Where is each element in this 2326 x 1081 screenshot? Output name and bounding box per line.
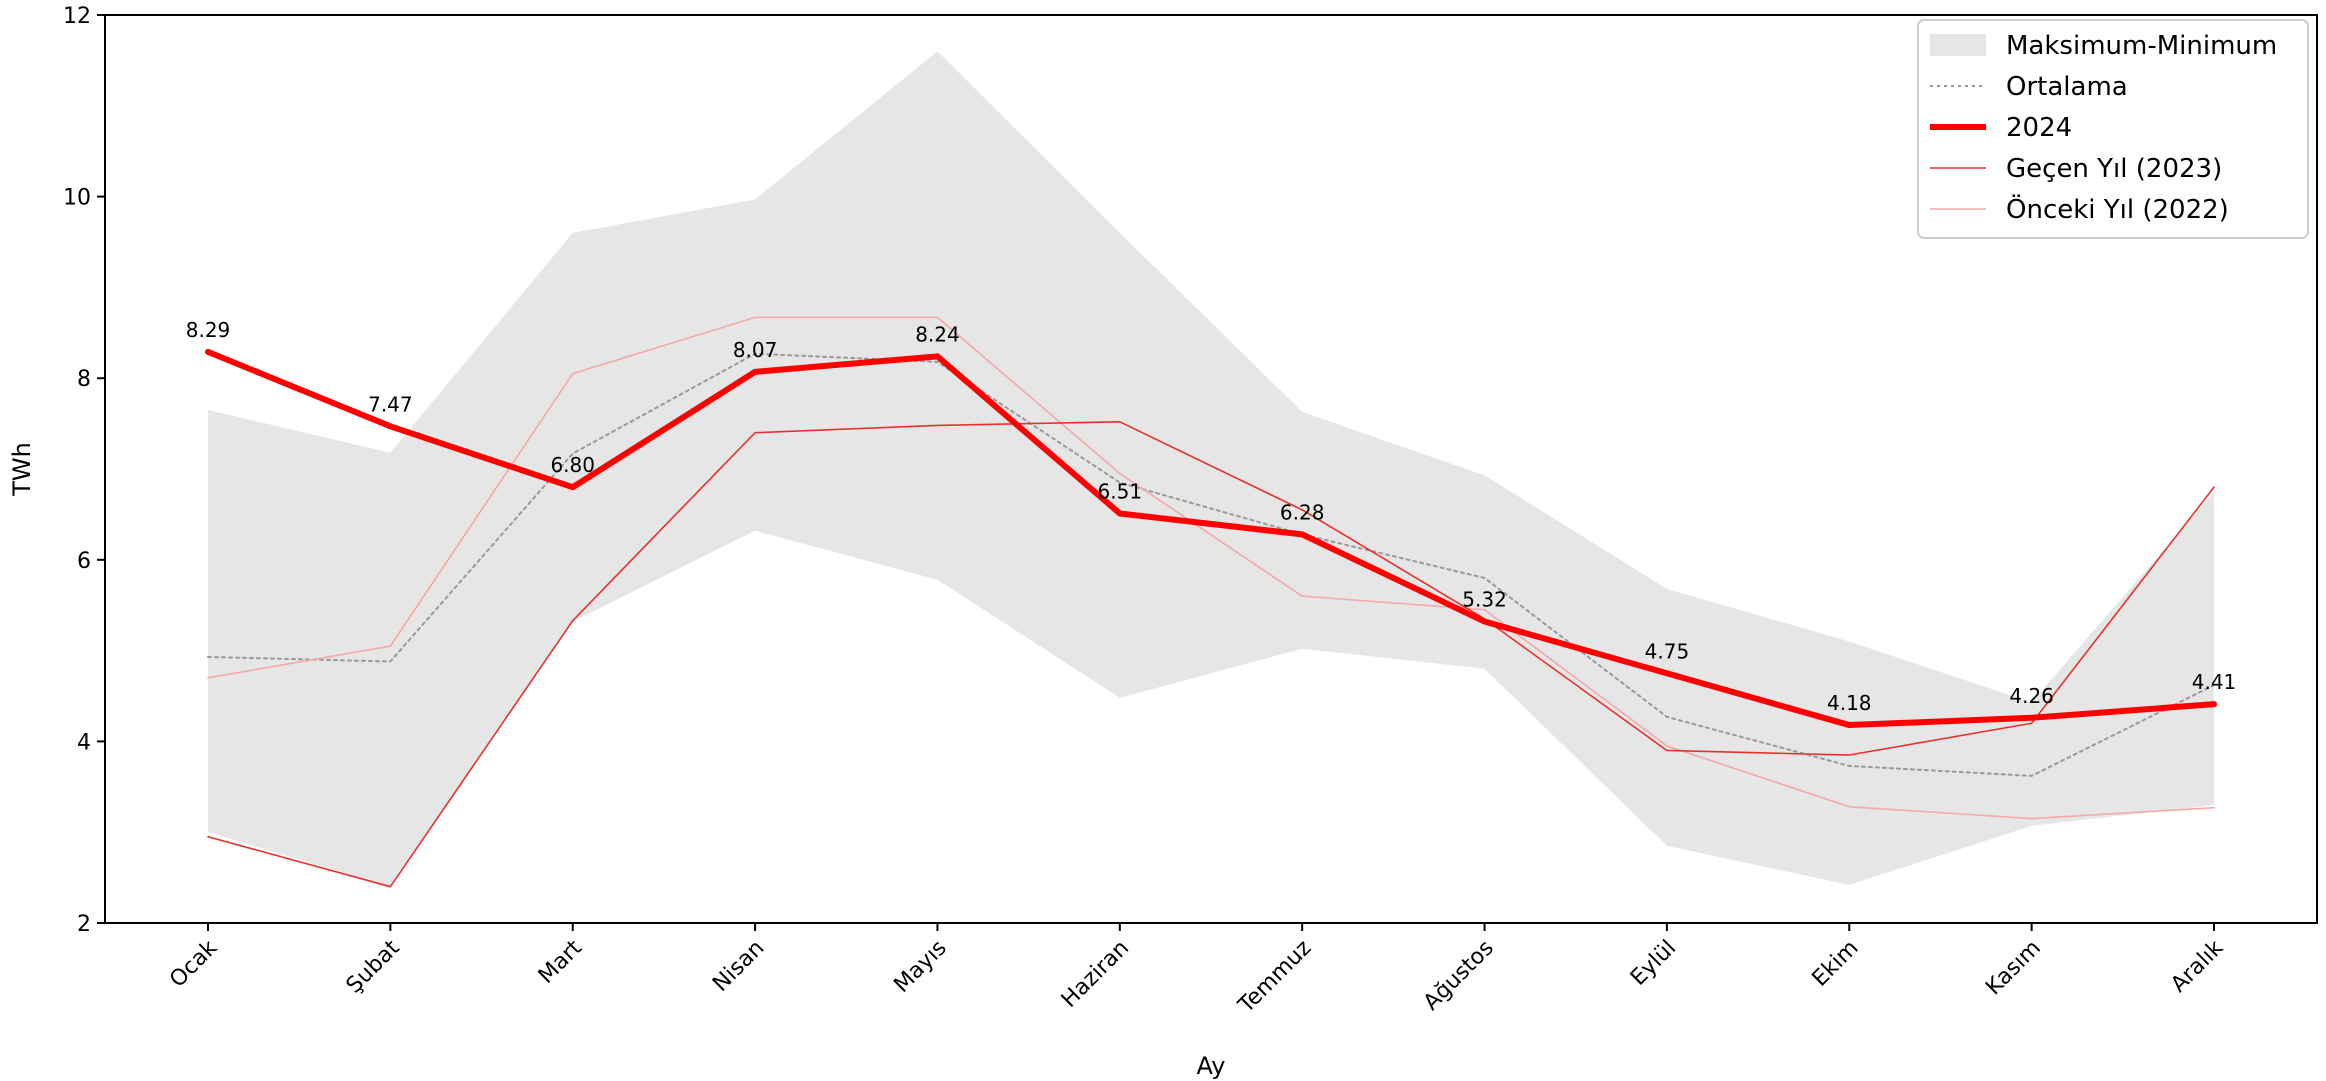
y-tick-label: 6 [77,549,91,574]
data-label: 4.26 [2009,684,2054,708]
series-layer [205,316,2217,888]
data-label: 6.28 [1280,500,1325,524]
legend-label: Ortalama [2006,72,2128,102]
x-axis-label: Ay [1197,1052,1226,1080]
legend: Maksimum-Minimum Ortalama 2024 Geçen Yıl (2… [1917,19,2309,239]
x-tick-label: Mayıs [889,936,951,998]
data-label: 6.51 [1098,479,1143,503]
series-line-2 [207,420,2215,888]
x-tick-label: Ağustos [1419,936,1499,1016]
legend-box [1917,19,2309,239]
data-label-layer: 8.29 7.47 6.80 8.07 8.24 6.51 6.28 5.32 4.75 4.18… [186,318,2237,715]
x-tick-label: Temmuz [1233,936,1316,1019]
legend-label: Önceki Yıl (2022) [2006,193,2229,225]
x-tick-label: Eylül [1626,936,1681,991]
x-tick-label: Mart [534,935,587,988]
data-label: 4.75 [1645,639,1690,663]
legend-label: 2024 [2006,113,2072,143]
data-label: 4.41 [2192,670,2237,694]
data-label: 7.47 [368,392,413,416]
data-label: 8.24 [915,322,960,346]
x-tick-label: Haziran [1057,936,1134,1013]
series-line-3 [207,316,2215,820]
series-line-1 [205,348,2217,729]
x-tick-label: Kasım [1981,936,2046,1001]
data-label: 8.29 [186,318,231,342]
y-tick-label: 2 [77,912,91,937]
x-tick-label: Nisan [708,936,769,997]
x-tick-label: Şubat [342,935,405,998]
series-line-0 [207,352,2215,777]
y-axis-label: TWh [8,442,36,497]
y-tick-label: 10 [63,186,91,211]
y-tick-label: 4 [77,730,91,755]
x-tick-label: Ekim [1808,936,1864,992]
data-label: 4.18 [1827,691,1872,715]
x-tick-label: Aralık [2166,935,2228,997]
plot-frame [104,14,2318,924]
legend-label: Maksimum-Minimum [2006,31,2277,61]
legend-swatch [1930,34,1986,56]
x-tick-label: Ocak [165,935,222,992]
data-label: 8.07 [733,338,778,362]
range-band [208,51,2214,887]
legend-label: Geçen Yıl (2023) [2006,154,2222,184]
range-band-layer [208,51,2214,887]
y-tick-label: 12 [63,4,91,29]
data-label: 5.32 [1462,588,1507,612]
data-label: 6.80 [550,453,595,477]
y-tick-label: 8 [77,367,91,392]
